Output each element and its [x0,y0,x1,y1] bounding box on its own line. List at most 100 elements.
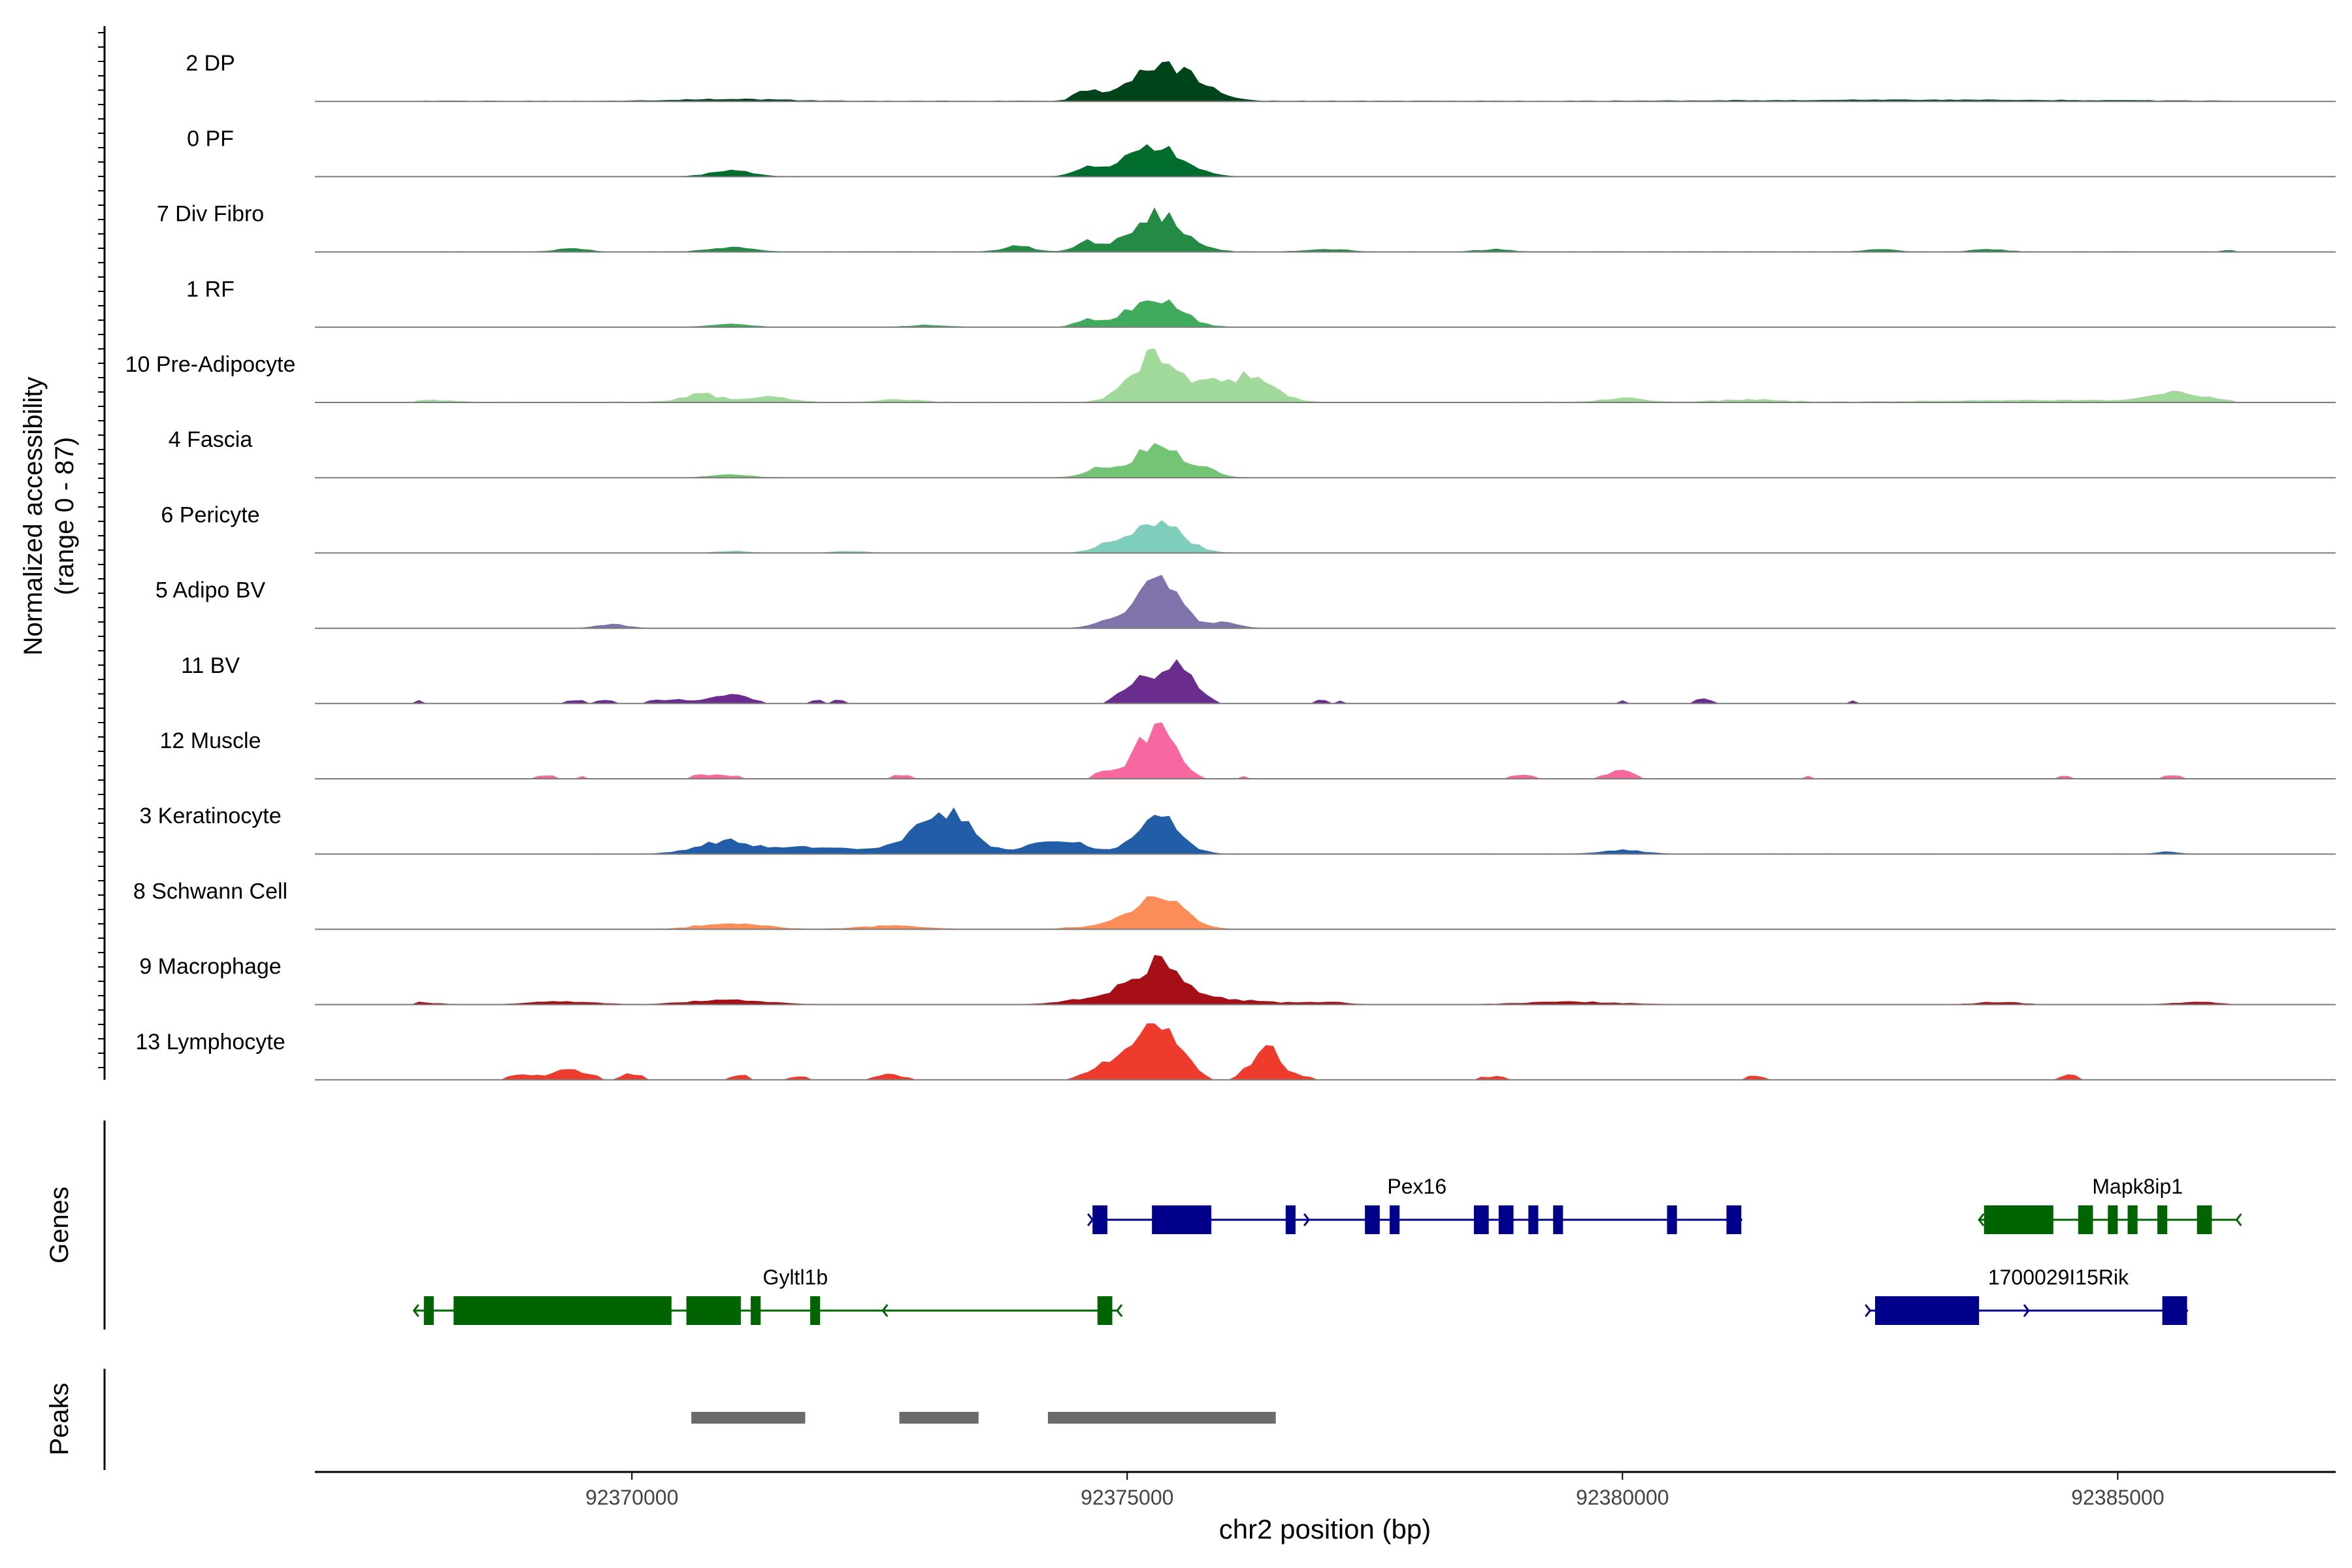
gene-exon [1726,1205,1742,1234]
coverage-area [315,443,2336,478]
peaks-track [103,1369,1276,1470]
gene-exon [1528,1205,1539,1234]
gene-label: Gyltl1b [763,1266,828,1289]
gene-exon [1152,1205,1212,1234]
track-12: 9 Macrophage [139,955,2336,1005]
genes-track: Pex16 Mapk8ip1 Gyltl1b 1700029I15Rik [103,1120,2242,1330]
track-label: 0 PF [187,126,234,151]
x-tick-label: 92370000 [585,1486,678,1509]
gene-exon [810,1296,821,1325]
strand-arrow [881,1304,889,1317]
coverage-area [315,61,2336,102]
strand-arrow [2023,1304,2030,1317]
gene-label: 1700029I15Rik [1988,1266,2129,1289]
track-label: 7 Div Fibro [157,202,264,227]
gene-exon [423,1296,434,1325]
gene-exon [1473,1205,1489,1234]
track-3: 1 RF [186,277,2336,328]
strand-arrow [2181,1304,2189,1317]
x-axis: 92370000 92375000 92380000 92385000 [315,1471,2336,1509]
coverage-area [315,574,2336,629]
gene-exon [1553,1205,1563,1234]
track-8: 11 BV [181,653,2336,704]
gene-exon [1498,1205,1514,1234]
gene-Gyltl1b: Gyltl1b [412,1266,1123,1325]
track-11: 8 Schwann Cell [133,879,2336,930]
coverage-area [315,207,2336,252]
track-5: 4 Fascia [169,427,2336,479]
track-7: 5 Adipo BV [155,574,2336,629]
track-label: 4 Fascia [169,427,253,452]
gene-exon [2127,1205,2138,1234]
x-axis-label: chr2 position (bp) [1219,1514,1431,1544]
strand-arrow [1865,1304,1872,1317]
coverage-area [315,659,2336,704]
strand-arrow [412,1304,419,1317]
coverage-area [315,896,2336,930]
track-label: 2 DP [186,51,235,76]
gene-1700029I15Rik: 1700029I15Rik [1865,1266,2189,1325]
coverage-area [315,348,2336,402]
track-0: 2 DP [186,51,2336,103]
peak-region [899,1412,979,1424]
gene-exon [2078,1205,2093,1234]
strand-arrow [1303,1213,1311,1226]
gene-Pex16: Pex16 [1087,1175,1743,1234]
track-label: 8 Schwann Cell [133,879,287,904]
gene-exon [1390,1205,1400,1234]
gene-exon [2157,1205,2168,1234]
track-label: 1 RF [186,277,235,302]
x-tick-label: 92375000 [1081,1486,1173,1509]
coverage-area [315,299,2336,327]
track-2: 7 Div Fibro [157,202,2336,253]
strand-arrow [1978,1213,1985,1226]
gene-label: Mapk8ip1 [2092,1175,2183,1198]
x-tick-label: 92385000 [2071,1486,2164,1509]
strand-arrow [1087,1213,1094,1226]
peak-region [691,1412,806,1424]
genes-track-label: Genes [45,1186,74,1264]
track-1: 0 PF [187,126,2336,178]
gene-exon [1874,1296,1980,1325]
strand-arrow [1736,1213,1743,1226]
coverage-area [315,1023,2336,1080]
track-label: 11 BV [181,653,240,678]
coverage-area [315,520,2336,553]
track-label: 10 Pre-Adipocyte [125,352,296,377]
gene-label: Pex16 [1387,1175,1446,1198]
gene-exon [453,1296,672,1325]
coverage-tracks: 2 DP 0 PF 7 Div Fibro 1 RF 10 Pre-Adipocyte 4… [125,51,2336,1081]
x-tick-label: 92380000 [1576,1486,1669,1509]
gene-exon [1092,1205,1107,1234]
track-label: 9 Macrophage [139,955,281,979]
coverage-area [315,144,2336,177]
y-axis [98,26,106,1080]
strand-arrow [1116,1304,1123,1317]
peaks-track-label: Peaks [45,1382,74,1455]
track-label: 13 Lymphocyte [135,1030,285,1054]
gene-exon [2162,1296,2187,1325]
gene-exon [1365,1205,1380,1234]
gene-exon [1984,1205,2053,1234]
gene-exon [1097,1296,1113,1325]
track-label: 3 Keratinocyte [139,804,281,828]
track-label: 6 Pericyte [161,502,259,527]
track-6: 6 Pericyte [161,502,2336,554]
track-4: 10 Pre-Adipocyte [125,348,2336,403]
gene-exon [2108,1205,2118,1234]
strand-arrow [2235,1213,2242,1226]
track-13: 13 Lymphocyte [135,1023,2336,1081]
track-label: 12 Muscle [160,728,261,753]
gene-exon [1285,1205,1296,1234]
gene-exon [686,1296,741,1325]
coverage-area [315,955,2336,1005]
track-10: 3 Keratinocyte [139,804,2336,855]
coverage-area [315,722,2336,779]
peak-region [1047,1412,1276,1424]
gene-Mapk8ip1: Mapk8ip1 [1978,1175,2242,1234]
gene-exon [2197,1205,2212,1234]
y-axis-label-line1: Normalized accessibility [19,377,48,656]
gene-exon [1667,1205,1677,1234]
coverage-area [315,807,2336,855]
